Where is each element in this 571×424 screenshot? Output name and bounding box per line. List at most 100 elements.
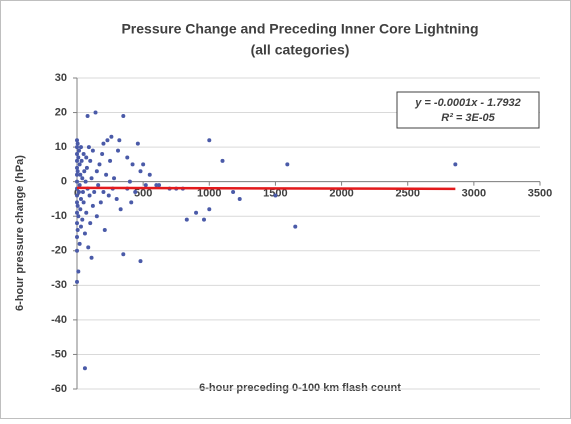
- scatter-point: [141, 162, 146, 167]
- scatter-point: [90, 203, 95, 208]
- scatter-point: [94, 214, 99, 219]
- scatter-point: [237, 196, 242, 201]
- scatter-point: [84, 155, 89, 160]
- scatter-point: [102, 228, 107, 233]
- scatter-point: [138, 259, 143, 264]
- scatter-point: [194, 210, 199, 215]
- scatter-point: [76, 269, 81, 274]
- scatter-point: [86, 245, 91, 250]
- scatter-point: [78, 145, 83, 150]
- scatter-point: [75, 152, 79, 157]
- scatter-point: [75, 234, 79, 239]
- scatter-point: [129, 200, 134, 205]
- scatter-point: [88, 158, 93, 163]
- scatter-point: [100, 152, 105, 157]
- scatter-point: [75, 141, 80, 146]
- x-tick-label: 3500: [528, 188, 552, 200]
- scatter-point: [285, 162, 290, 167]
- scatter-point: [101, 141, 106, 146]
- scatter-point: [86, 145, 91, 150]
- scatter-point: [112, 176, 117, 181]
- scatter-point: [79, 158, 84, 163]
- scatter-point: [78, 224, 83, 229]
- scatter-point: [130, 162, 135, 167]
- scatter-point: [101, 190, 106, 195]
- scatter-point: [106, 193, 111, 198]
- y-tick-label: -20: [51, 245, 67, 257]
- scatter-point: [89, 255, 94, 260]
- scatter-point: [147, 172, 152, 177]
- scatter-point: [75, 165, 79, 170]
- scatter-point: [80, 176, 85, 181]
- y-tick-label: 30: [55, 72, 67, 84]
- scatter-point: [109, 134, 114, 139]
- scatter-point: [93, 110, 98, 115]
- y-tick-label: -50: [51, 348, 67, 360]
- equation-box: [396, 91, 540, 129]
- trend-equation: y = -0.0001x - 1.7932: [414, 97, 521, 109]
- scatter-point: [75, 193, 79, 198]
- scatter-point: [75, 179, 79, 184]
- scatter-point: [133, 190, 138, 195]
- scatter-point: [78, 172, 83, 177]
- x-tick-label: 3000: [462, 188, 486, 200]
- scatter-point: [75, 210, 79, 215]
- scatter-point: [80, 217, 85, 222]
- scatter-point: [105, 138, 110, 143]
- scatter-point: [75, 228, 80, 233]
- scatter-point: [125, 155, 130, 160]
- chart-subtitle: (all categories): [251, 42, 350, 58]
- x-tick-label: 1000: [197, 188, 221, 200]
- scatter-point: [76, 214, 81, 219]
- scatter-point: [75, 248, 79, 253]
- scatter-point: [75, 279, 79, 284]
- scatter-point: [82, 231, 87, 236]
- scatter-point: [143, 183, 148, 188]
- scatter-point: [77, 162, 82, 167]
- scatter-point: [273, 193, 278, 198]
- y-tick-label: -30: [51, 279, 67, 291]
- scatter-point: [83, 179, 88, 184]
- scatter-point: [78, 196, 83, 201]
- scatter-point: [80, 190, 85, 195]
- y-tick-label: 20: [55, 106, 67, 118]
- y-tick-label: 0: [61, 176, 67, 188]
- scatter-point: [201, 217, 206, 222]
- scatter-point: [88, 221, 93, 226]
- scatter-point: [94, 169, 99, 174]
- scatter-point: [97, 162, 102, 167]
- scatter-point: [184, 217, 189, 222]
- scatter-point: [104, 172, 109, 177]
- scatter-point: [96, 183, 101, 188]
- chart-title: Pressure Change and Preceding Inner Core…: [121, 21, 478, 37]
- scatter-point: [231, 190, 236, 195]
- x-axis-label: 6-hour preceding 0-100 km flash count: [199, 382, 401, 394]
- scatter-point: [87, 193, 92, 198]
- scatter-point: [114, 196, 119, 201]
- scatter-point: [116, 148, 121, 153]
- y-tick-label: -10: [51, 210, 67, 222]
- scatter-point: [84, 210, 89, 215]
- x-tick-label: 2500: [395, 188, 419, 200]
- scatter-point: [75, 172, 79, 177]
- scatter-point: [92, 190, 97, 195]
- trendline: [76, 186, 456, 191]
- scatter-point: [118, 207, 123, 212]
- scatter-point: [207, 207, 212, 212]
- scatter-point: [76, 190, 81, 195]
- scatter-point: [121, 114, 126, 119]
- y-axis-label: 6-hour pressure change (hPa): [14, 155, 26, 311]
- scatter-point: [138, 169, 143, 174]
- scatter-point: [77, 241, 82, 246]
- y-tick-label: 10: [55, 141, 67, 153]
- scatter-point: [76, 148, 81, 153]
- scatter-point: [157, 183, 162, 188]
- scatter-point: [75, 145, 79, 150]
- scatter-point: [293, 224, 298, 229]
- scatter-point: [220, 158, 225, 163]
- scatter-point: [81, 200, 86, 205]
- scatter-point: [78, 207, 83, 212]
- scatter-point: [121, 252, 126, 257]
- scatter-point: [127, 179, 132, 184]
